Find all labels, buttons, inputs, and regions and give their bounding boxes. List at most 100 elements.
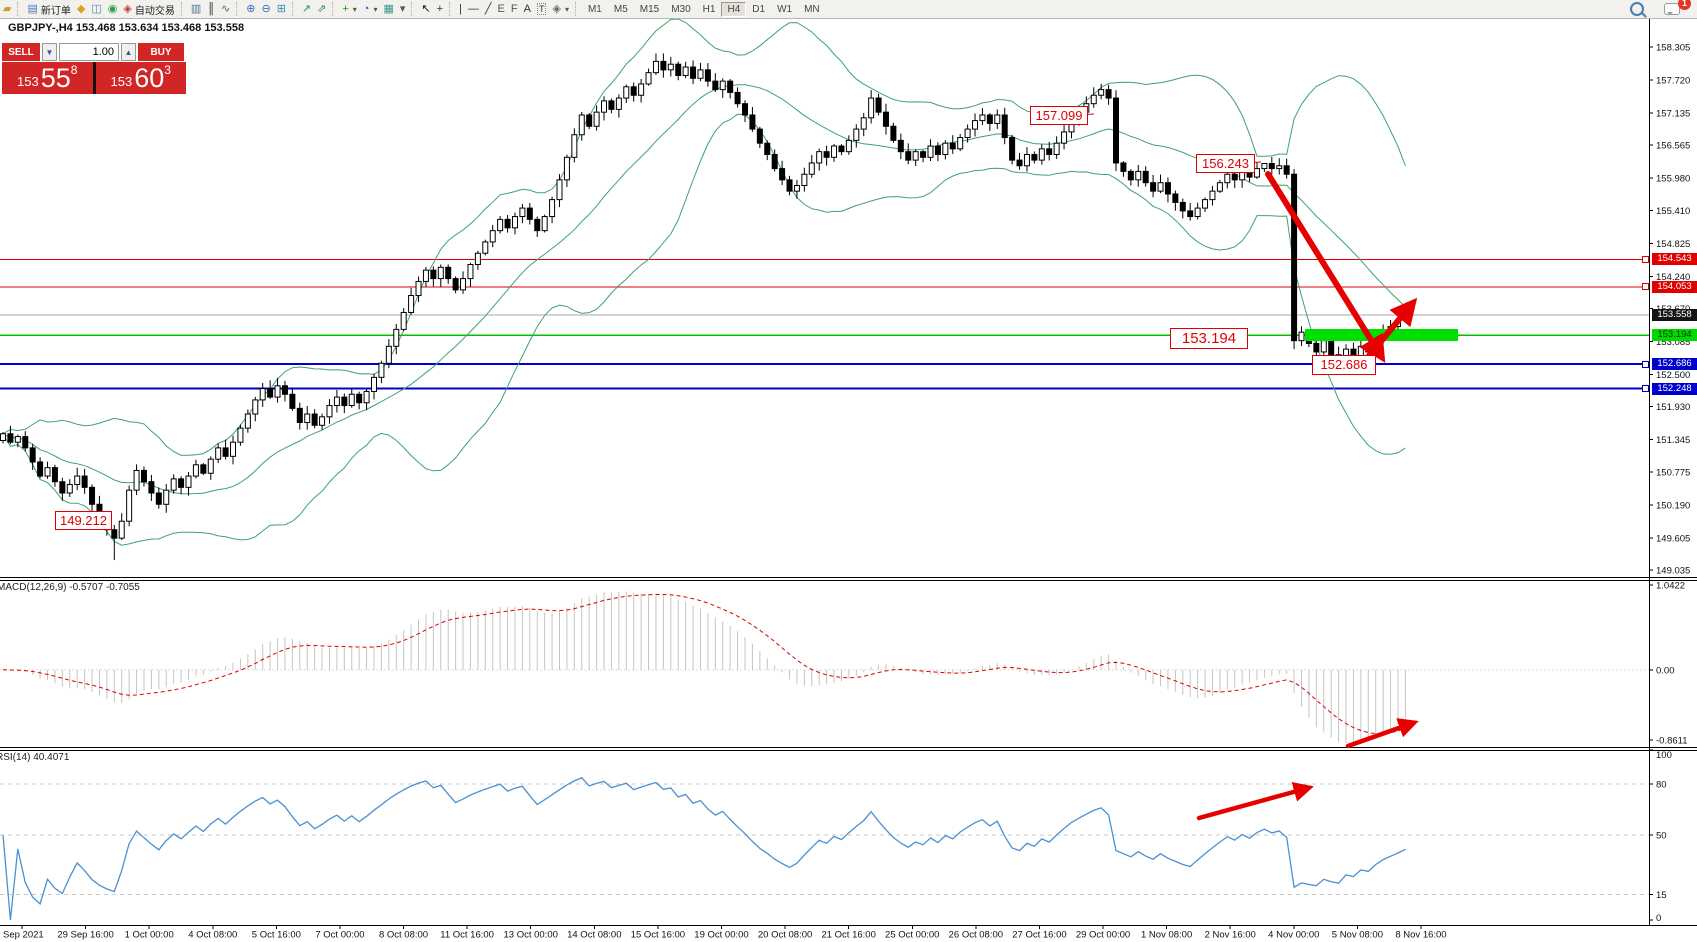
sell-price-quote[interactable]: 153 55 8: [2, 62, 93, 94]
notification-badge: 1: [1678, 0, 1691, 10]
line-anchor-marker: [1642, 255, 1649, 263]
vertical-line-button[interactable]: |: [456, 1, 465, 17]
toolbar-right: 1: [1627, 0, 1691, 17]
new-order-button[interactable]: ▤ 新订单: [24, 1, 73, 17]
price-axis-label: 152.686: [1652, 358, 1697, 371]
time-axis-label: 4 Oct 08:00: [188, 930, 237, 941]
volume-decrease-button[interactable]: ▼: [42, 43, 57, 61]
zoom-out-icon: ⊖: [261, 3, 271, 15]
chart-window-button[interactable]: ◫: [88, 1, 104, 17]
auto-trading-button[interactable]: ◈ 自动交易: [120, 1, 177, 17]
volume-input[interactable]: [59, 43, 119, 61]
price-tick-label: 149.035: [1656, 566, 1690, 577]
text-label-button[interactable]: T: [534, 1, 550, 17]
price-tick-label: 149.605: [1656, 533, 1690, 544]
price-callout[interactable]: 152.686: [1312, 355, 1376, 375]
gold-button[interactable]: ◆: [74, 1, 88, 17]
zoom-in-button[interactable]: ⊕: [243, 1, 258, 17]
timeframe-h1[interactable]: H1: [702, 3, 716, 15]
trendline-icon: ╱: [484, 3, 492, 15]
search-button[interactable]: [1627, 1, 1647, 17]
price-callout[interactable]: 156.243: [1196, 154, 1255, 173]
timeframe-m1[interactable]: M1: [587, 3, 602, 15]
cursor-button[interactable]: ↖: [418, 1, 433, 17]
toolbar-separator: [449, 2, 453, 16]
indicator-add-button[interactable]: ⇗: [314, 1, 329, 17]
time-axis-label: 15 Oct 16:00: [631, 930, 685, 941]
sell-price-pip: 8: [70, 63, 78, 77]
tile-windows-icon: ⊞: [276, 3, 286, 15]
timeframe-d1[interactable]: D1: [752, 3, 766, 15]
price-axis-label: 153.558: [1652, 308, 1697, 321]
price-tick-label: 150.190: [1656, 500, 1690, 511]
timeframe-m15[interactable]: M15: [639, 3, 660, 15]
buy-price-prefix: 153: [110, 74, 133, 89]
time-axis-label: 8 Nov 16:00: [1395, 930, 1446, 941]
shapes-button[interactable]: ◈ ▾: [549, 1, 571, 17]
tile-windows-button[interactable]: ⊞: [274, 1, 289, 17]
bar-chart-button[interactable]: ▥: [188, 1, 204, 17]
buy-button[interactable]: BUY: [138, 43, 184, 61]
price-axis-label: 154.543: [1652, 253, 1697, 266]
timeframe-h4[interactable]: H4: [721, 1, 747, 17]
buy-price-pip: 3: [164, 63, 171, 77]
time-axis-label: 7 Oct 00:00: [315, 930, 364, 941]
trendline-button[interactable]: ╱: [482, 1, 495, 17]
channel-button[interactable]: E: [495, 1, 508, 17]
period-clock-button[interactable]: ◔ ▾: [360, 1, 381, 17]
price-callout[interactable]: 157.099: [1030, 106, 1088, 125]
sell-price-big: 55: [40, 63, 71, 93]
gold-icon: ◆: [76, 3, 86, 15]
fibonacci-icon: F: [510, 3, 518, 15]
indicator-add-icon: ⇗: [317, 3, 327, 15]
signal-button[interactable]: ◉: [105, 1, 121, 17]
time-axis-label: 21 Oct 16:00: [821, 930, 875, 941]
rsi-tick-label: 15: [1656, 890, 1667, 901]
template-button[interactable]: ▦: [380, 1, 396, 17]
text-button[interactable]: A: [521, 1, 534, 17]
price-tick-label: 151.930: [1656, 402, 1690, 413]
chevron-down-button[interactable]: ▾: [397, 1, 409, 17]
time-axis-label: 2 Nov 16:00: [1205, 930, 1256, 941]
trend-arrow[interactable]: [1345, 718, 1419, 749]
notifications-button[interactable]: 1: [1661, 0, 1691, 17]
timeframe-m30[interactable]: M30: [671, 3, 691, 15]
sell-button[interactable]: SELL: [2, 43, 40, 61]
horizontal-line-icon: —: [467, 3, 479, 15]
time-axis-label: 19 Oct 00:00: [694, 930, 748, 941]
timeframe-mn[interactable]: MN: [804, 3, 820, 15]
time-axis-label: 27 Oct 16:00: [1012, 930, 1066, 941]
rsi-tick-label: 0: [1656, 913, 1661, 924]
line-chart-button[interactable]: ∿: [218, 1, 233, 17]
search-icon: [1630, 2, 1644, 16]
chart-area: 158.305 157.720 157.135 156.565 155.980 155.4…: [0, 19, 1697, 942]
signal-icon: ◉: [107, 3, 118, 15]
price-callout[interactable]: 149.212: [55, 511, 112, 530]
fibonacci-button[interactable]: F: [508, 1, 521, 17]
price-tick-label: 155.410: [1656, 206, 1690, 217]
horizontal-line-button[interactable]: —: [465, 1, 482, 17]
candlestick-button[interactable]: ║: [204, 1, 218, 17]
price-tick-label: 158.305: [1656, 43, 1690, 54]
crosshair-button[interactable]: +: [434, 1, 446, 17]
bollinger-lower-band: [2, 113, 1406, 546]
volume-increase-button[interactable]: ▲: [121, 43, 136, 61]
time-axis-label: Sep 2021: [3, 930, 44, 941]
timeframe-m5[interactable]: M5: [613, 3, 628, 15]
one-click-trading-panel: SELL ▼ ▲ BUY 153 55 8 153 6: [2, 43, 186, 94]
price-callout[interactable]: 153.194: [1170, 328, 1248, 349]
zoom-out-button[interactable]: ⊖: [258, 1, 273, 17]
pencil-button[interactable]: ▰: [0, 1, 14, 17]
add-indicator-button[interactable]: + ▾: [339, 1, 359, 17]
trend-arrow[interactable]: [1196, 781, 1314, 821]
macd-tick-label: 0.00: [1656, 665, 1675, 676]
timeframe-w1[interactable]: W1: [777, 3, 793, 15]
price-axis-label: 154.053: [1652, 280, 1697, 293]
rsi-line: [2, 777, 1406, 921]
trend-arrow[interactable]: [1265, 171, 1386, 363]
buy-price-quote[interactable]: 153 60 3: [95, 62, 186, 94]
indicator-window-button[interactable]: ↗: [299, 1, 314, 17]
bollinger-middle-band: [2, 84, 1406, 495]
toolbar: ▰ ▤ 新订单 ◆ ◫ ◉ ◈ 自动交易 ▥ ║ ∿ ⊕ ⊖ ⊞ ↗ ⇗ + ▾ ◔ ▾ ▦ ▾ ↖ + | — ╱ E F A T ◈ ▾ M1…: [0, 0, 1697, 19]
